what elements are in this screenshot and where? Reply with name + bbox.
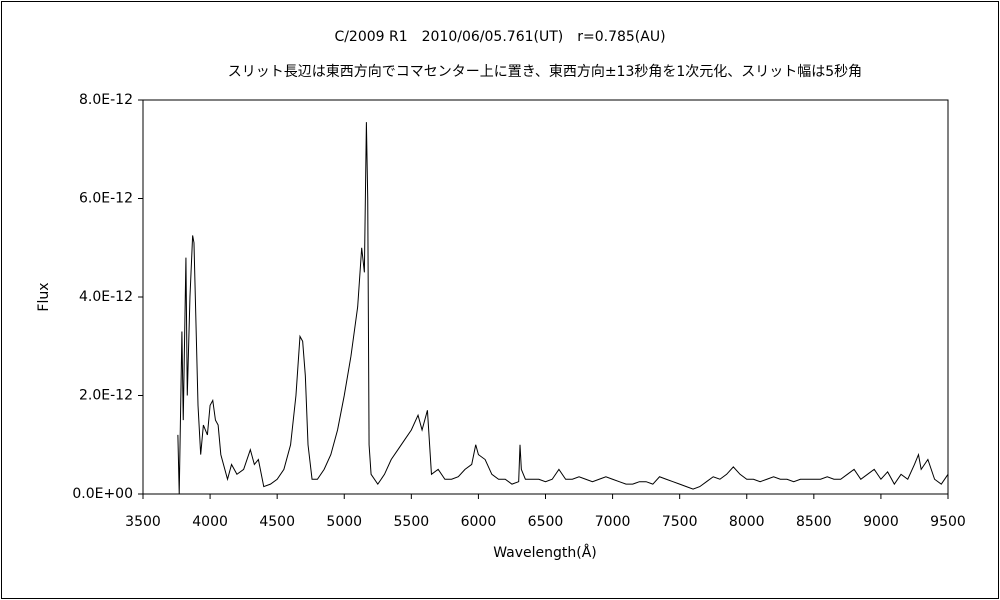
spectrum-line xyxy=(177,122,949,495)
y-axis-label: Flux xyxy=(36,282,52,311)
y-tick-label: 8.0E-12 xyxy=(79,92,133,108)
y-tick-label: 6.0E-12 xyxy=(79,191,133,207)
x-tick-label: 4500 xyxy=(259,514,295,530)
chart-subtitle: スリット長辺は東西方向でコマセンター上に置き、東西方向±13秒角を1次元化、スリ… xyxy=(228,64,862,80)
y-tick-label: 0.0E+00 xyxy=(72,486,133,502)
x-tick-label: 7500 xyxy=(662,514,698,530)
x-tick-label: 8500 xyxy=(796,514,832,530)
x-tick-label: 3500 xyxy=(125,514,161,530)
x-tick-label: 8000 xyxy=(729,514,765,530)
chart-title: C/2009 R1 2010/06/05.761(UT) r=0.785(AU) xyxy=(334,29,665,45)
x-tick-label: 9500 xyxy=(930,514,966,530)
x-tick-label: 6500 xyxy=(528,514,564,530)
x-tick-label: 9000 xyxy=(863,514,899,530)
x-tick-label: 5500 xyxy=(394,514,430,530)
x-tick-label: 6000 xyxy=(461,514,497,530)
x-tick-label: 7000 xyxy=(595,514,631,530)
x-axis-label: Wavelength(Å) xyxy=(493,544,597,561)
x-tick-label: 4000 xyxy=(192,514,228,530)
y-tick-label: 2.0E-12 xyxy=(79,388,133,404)
y-tick-label: 4.0E-12 xyxy=(79,289,133,305)
x-tick-label: 5000 xyxy=(326,514,362,530)
